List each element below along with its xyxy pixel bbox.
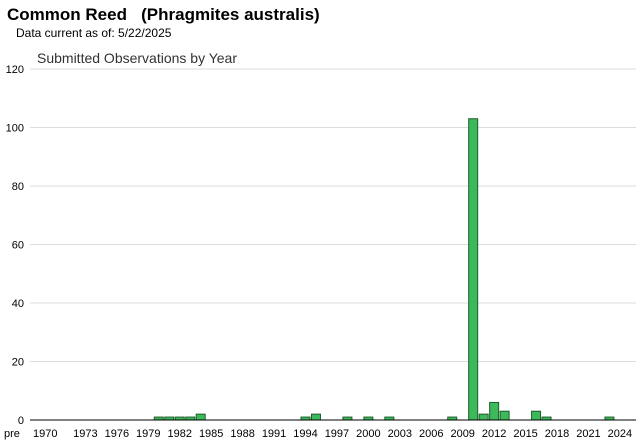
x-tick-label: 2024 bbox=[608, 428, 632, 440]
x-tick-label: 2021 bbox=[576, 428, 600, 440]
y-tick-label: 80 bbox=[12, 181, 24, 193]
x-tick-label: 1973 bbox=[73, 428, 97, 440]
y-axis-ticks: 0 20 40 60 80 100 120 bbox=[6, 64, 24, 427]
bar-2012 bbox=[489, 401, 500, 421]
x-tick-label: 1991 bbox=[262, 428, 286, 440]
x-tick-label: pre bbox=[4, 428, 20, 440]
y-tick-label: 0 bbox=[18, 415, 24, 427]
bar-2016 bbox=[531, 410, 542, 421]
y-tick-label: 40 bbox=[12, 298, 24, 310]
species-title: Common Reed (Phragmites australis) bbox=[7, 5, 320, 24]
x-axis-ticks: pre 1970 1973 1976 1979 1982 1985 1988 1991 1994 1… bbox=[4, 428, 632, 440]
y-tick-label: 20 bbox=[12, 357, 24, 369]
x-tick-label: 2006 bbox=[419, 428, 443, 440]
bars bbox=[153, 118, 615, 421]
data-current-date: Data current as of: 5/22/2025 bbox=[16, 26, 172, 40]
x-tick-label: 1976 bbox=[105, 428, 129, 440]
x-tick-label: 2012 bbox=[482, 428, 506, 440]
x-tick-label: 2003 bbox=[388, 428, 412, 440]
x-tick-label: 2009 bbox=[450, 428, 474, 440]
x-tick-label: 2018 bbox=[545, 428, 569, 440]
bar-1984 bbox=[195, 413, 206, 421]
chart-title: Submitted Observations by Year bbox=[37, 50, 237, 66]
y-tick-label: 120 bbox=[6, 64, 24, 76]
x-tick-label: 1970 bbox=[33, 428, 57, 440]
x-tick-label: 1985 bbox=[199, 428, 223, 440]
y-tick-label: 60 bbox=[12, 240, 24, 252]
x-tick-label: 1988 bbox=[230, 428, 254, 440]
x-tick-label: 2000 bbox=[356, 428, 380, 440]
bar-2013 bbox=[499, 410, 510, 421]
x-tick-label: 1982 bbox=[167, 428, 191, 440]
bar-2010 bbox=[468, 118, 479, 421]
x-tick-label: 1979 bbox=[136, 428, 160, 440]
x-tick-label: 1997 bbox=[325, 428, 349, 440]
bar-2011 bbox=[478, 413, 489, 421]
gridlines bbox=[30, 68, 636, 362]
bar-1995 bbox=[310, 413, 321, 421]
x-tick-label: 2015 bbox=[513, 428, 537, 440]
y-tick-label: 100 bbox=[6, 123, 24, 135]
x-tick-label: 1994 bbox=[293, 428, 317, 440]
